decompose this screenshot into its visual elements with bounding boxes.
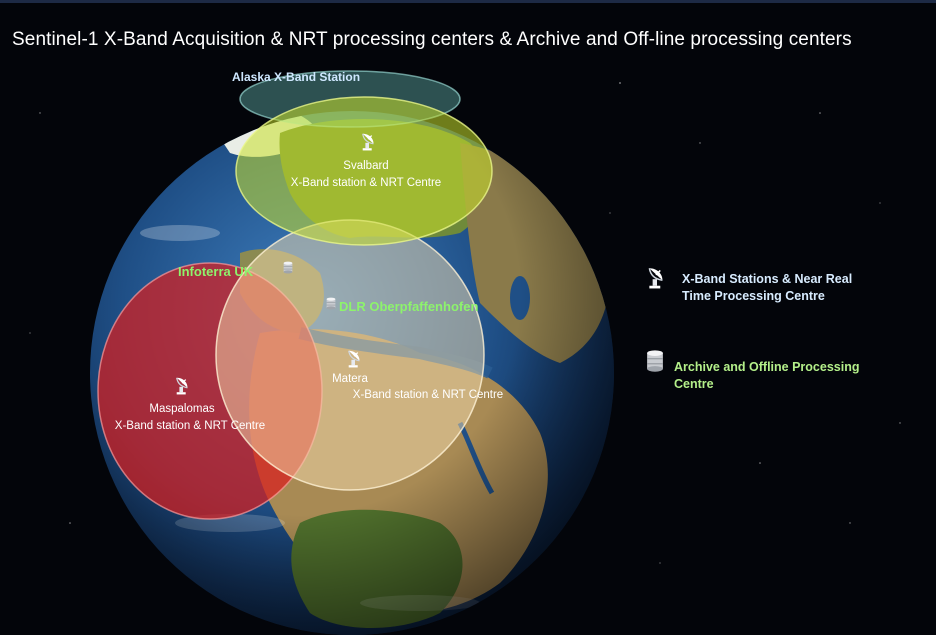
database-cylinder-icon	[647, 350, 663, 372]
figure-title: Sentinel-1 X-Band Acquisition & NRT proc…	[12, 29, 852, 50]
maspalomas-desc: X-Band station & NRT Centre	[115, 420, 265, 432]
svalbard-coverage	[235, 96, 493, 246]
matera-desc: X-Band station & NRT Centre	[353, 389, 503, 401]
alaska-station-label: Alaska X-Band Station	[232, 70, 360, 84]
svalbard-name: Svalbard	[343, 160, 388, 172]
legend-xband-line2: Time Processing Centre	[682, 289, 825, 303]
legend-xband-line1: X-Band Stations & Near Real	[682, 272, 853, 286]
legend-archive-text: Archive and Offline Processing Centre	[674, 359, 914, 393]
satellite-dish-icon	[648, 268, 663, 289]
infoterra-archive-icon	[283, 261, 293, 274]
dlr-archive-icon	[326, 297, 336, 310]
legend-archive-line2: Centre	[674, 377, 714, 391]
legend-xband-text: X-Band Stations & Near Real Time Process…	[682, 271, 922, 305]
coverage-areas	[97, 70, 493, 520]
legend-archive-line1: Archive and Offline Processing	[674, 360, 860, 374]
matera-name: Matera	[332, 373, 368, 385]
dlr-label: DLR Oberpfaffenhofen	[339, 299, 478, 314]
starfield	[29, 82, 901, 564]
maspalomas-name: Maspalomas	[149, 403, 214, 415]
globe-scene: Alaska X-Band Station Svalbard X-Band st…	[29, 70, 901, 635]
svalbard-desc: X-Band station & NRT Centre	[291, 177, 441, 189]
infoterra-label: Infoterra UK	[178, 264, 254, 279]
